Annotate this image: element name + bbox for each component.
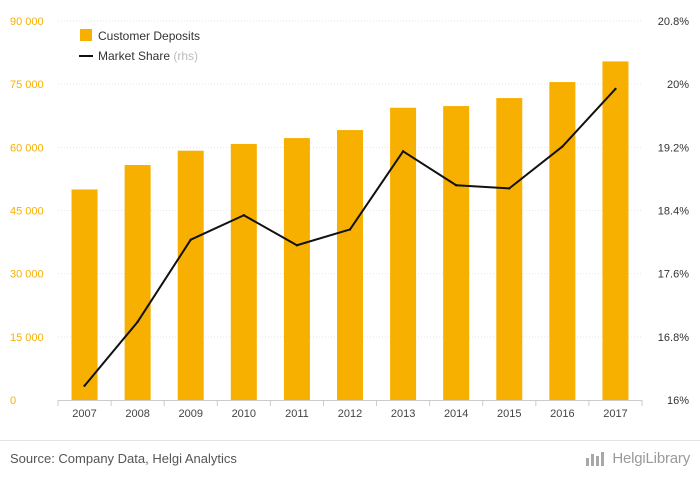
y-left-tick-label: 15 000 [10, 332, 44, 344]
x-tick-label: 2016 [550, 408, 574, 420]
line-point [295, 244, 299, 247]
y-right-tick-label: 16.8% [658, 332, 689, 344]
x-tick-label: 2015 [497, 408, 521, 420]
y-left-tick-label: 45 000 [10, 206, 44, 218]
bar-series-customer-deposits [71, 61, 629, 401]
x-tick-label: 2013 [391, 408, 415, 420]
x-tick-label: 2012 [338, 408, 362, 420]
y-left-tick-label: 0 [10, 395, 16, 407]
line-point [136, 320, 139, 324]
legend-label: Customer Deposits [98, 29, 200, 43]
y-right-tick-label: 18.4% [658, 206, 689, 218]
y-right-tick-label: 19.2% [658, 142, 689, 154]
axes: 0 15 000 30 000 45 000 60 000 75 000 90 000 16%… [10, 16, 689, 420]
line-point [508, 187, 511, 190]
legend-swatch-customer-deposits [80, 29, 92, 41]
helgi-logo-icon [586, 452, 605, 466]
x-tick-label: 2014 [444, 408, 468, 420]
x-tick-label: 2007 [72, 408, 96, 420]
line-point [561, 145, 564, 148]
line-point [83, 384, 86, 387]
bar [443, 106, 470, 400]
line-point [614, 87, 617, 91]
bar [124, 165, 151, 400]
legend: Customer Deposits Market Share (rhs) [79, 29, 200, 63]
y-right-tick-label: 20.8% [658, 16, 689, 28]
line-point [348, 228, 352, 231]
bar [602, 61, 629, 400]
legend-label-text: Market Share [98, 49, 170, 63]
chart: 0 15 000 30 000 45 000 60 000 75 000 90 000 16%… [10, 16, 689, 420]
y-left-tick-label: 90 000 [10, 16, 44, 28]
line-point [401, 150, 405, 153]
x-tick-label: 2009 [178, 408, 202, 420]
legend-label: Market Share (rhs) [98, 49, 198, 63]
line-point [454, 184, 458, 187]
bar [496, 98, 523, 401]
x-tick-label: 2008 [125, 408, 149, 420]
x-tick-label: 2017 [603, 408, 627, 420]
legend-label-text: Customer Deposits [98, 29, 200, 43]
y-right-tick-label: 20% [667, 79, 689, 91]
x-tick-label: 2010 [232, 408, 256, 420]
line-point [189, 238, 192, 241]
y-left-tick-label: 60 000 [10, 142, 44, 154]
legend-label-suffix: (rhs) [170, 49, 198, 63]
bar [337, 130, 363, 400]
x-tick-label: 2011 [285, 408, 309, 420]
source-note: Source: Company Data, Helgi Analytics [10, 451, 237, 466]
bar [230, 143, 257, 400]
bar [549, 82, 576, 401]
y-right-tick-label: 17.6% [658, 269, 689, 281]
brand-name: HelgiLibrary [612, 449, 690, 467]
line-series-market-share [83, 87, 617, 387]
brand[interactable]: HelgiLibrary [585, 449, 690, 467]
y-left-tick-label: 75 000 [10, 79, 44, 91]
bar [283, 138, 310, 400]
bar [177, 150, 204, 400]
line-point [242, 214, 246, 217]
bar [71, 189, 98, 400]
y-left-tick-label: 30 000 [10, 269, 44, 281]
y-right-tick-label: 16% [667, 395, 689, 407]
footer: Source: Company Data, Helgi Analytics He… [0, 440, 700, 483]
